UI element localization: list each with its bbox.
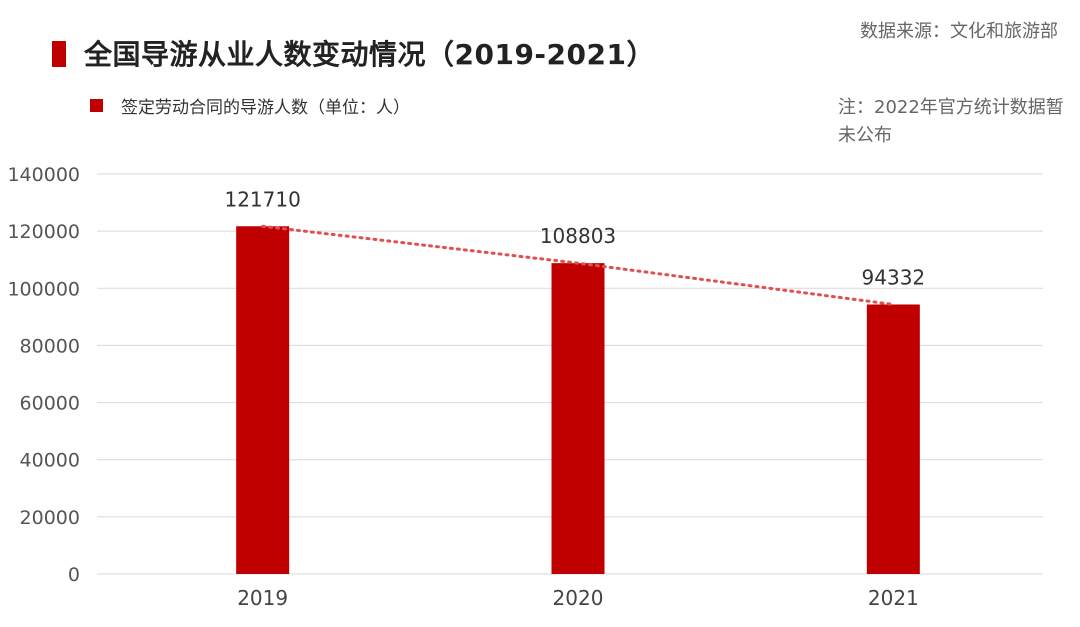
legend-label: 签定劳动合同的导游人数（单位：人） [121, 98, 410, 118]
bar [551, 263, 605, 574]
legend: 签定劳动合同的导游人数（单位：人） [90, 93, 410, 118]
footnote: 注：2022年官方统计数据暂未公布 [838, 97, 1064, 146]
legend-swatch [90, 99, 103, 112]
y-tick-label: 120000 [7, 221, 80, 243]
y-tick-label: 0 [68, 564, 80, 586]
y-tick-label: 100000 [7, 278, 80, 300]
trendline [261, 224, 895, 306]
x-tick-label: 2019 [237, 586, 288, 610]
bar [236, 226, 290, 574]
y-tick-label: 40000 [20, 450, 80, 472]
data-label: 121710 [224, 187, 300, 211]
title-marker [52, 41, 66, 67]
y-tick-label: 20000 [20, 507, 80, 529]
chart-title: 全国导游从业人数变动情况（2019-2021） [84, 38, 655, 71]
x-tick-label: 2020 [553, 586, 604, 610]
x-tick-label: 2021 [868, 586, 919, 610]
y-tick-label: 60000 [20, 393, 80, 415]
data-source: 数据来源：文化和旅游部 [860, 21, 1058, 42]
y-tick-label: 140000 [7, 164, 80, 186]
y-tick-label: 80000 [20, 335, 80, 357]
bar [866, 304, 920, 574]
data-label: 94332 [862, 265, 926, 289]
data-label: 108803 [540, 224, 616, 248]
